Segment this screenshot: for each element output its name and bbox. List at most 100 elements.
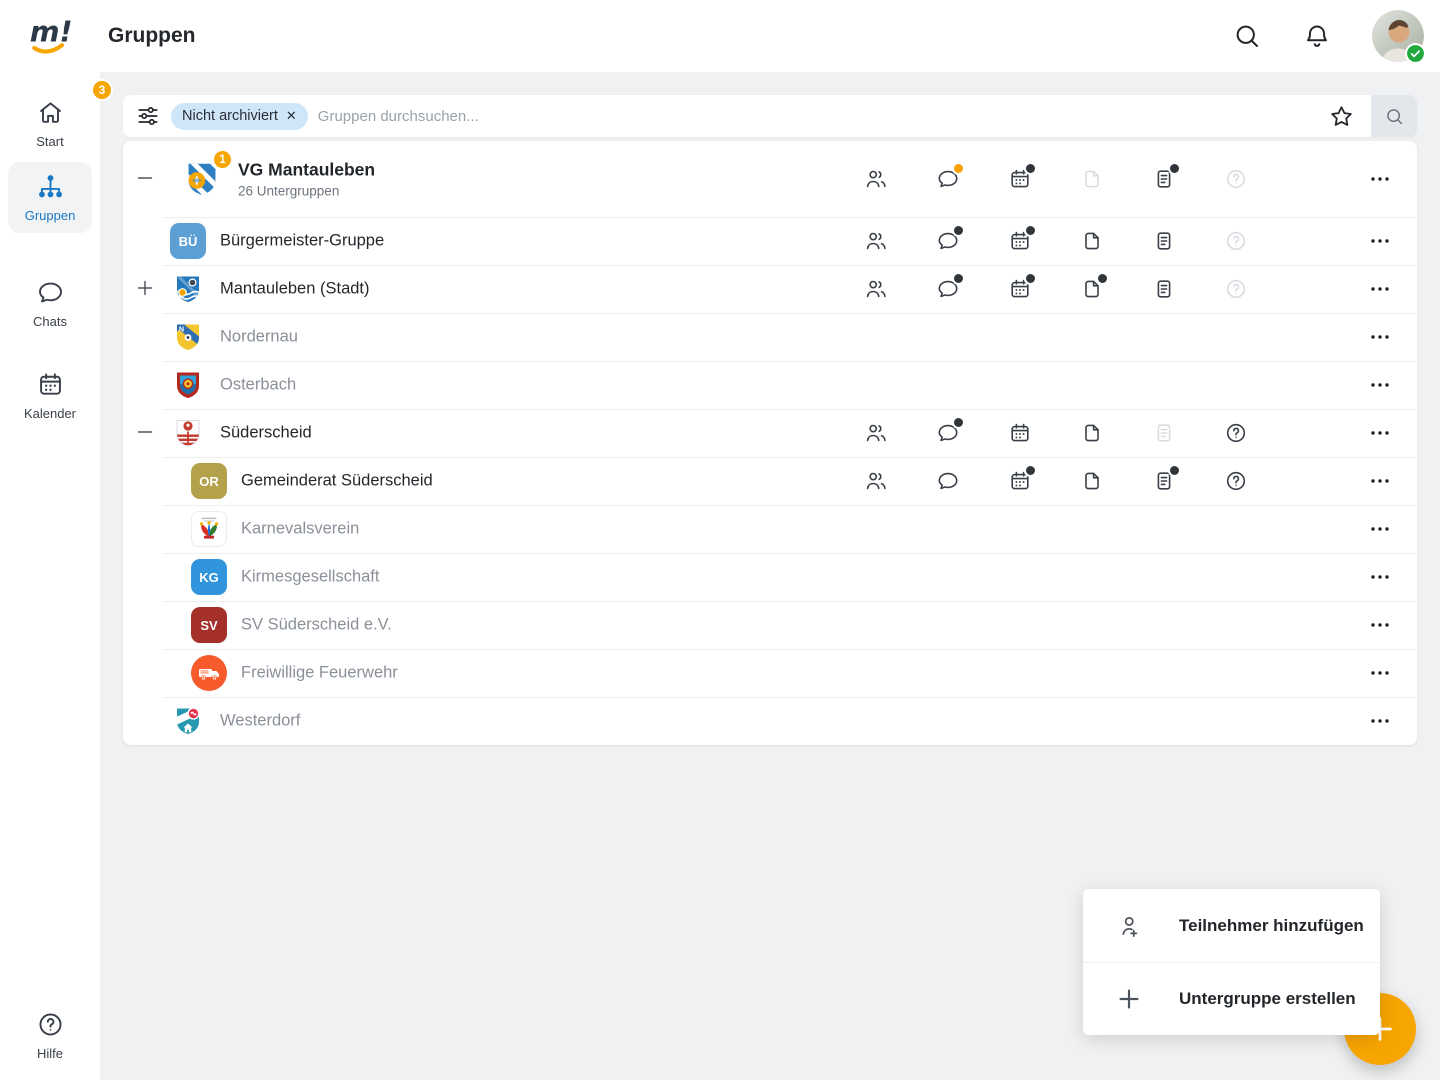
group-row[interactable]: OR Gemeinderat Süderscheid [123, 457, 1417, 505]
chat-icon[interactable] [936, 274, 963, 301]
group-name: SV Süderscheid e.V. [241, 615, 392, 634]
sidebar-item-hilfe[interactable]: Hilfe [0, 1000, 100, 1071]
group-row[interactable]: Karnevalsverein [123, 505, 1417, 553]
notification-dot [954, 164, 963, 173]
chat-icon[interactable] [936, 418, 963, 445]
group-row[interactable]: BÜ Bürgermeister-Gruppe [123, 217, 1417, 265]
notification-dot [1026, 274, 1035, 283]
online-status-icon [1405, 43, 1426, 64]
members-icon[interactable] [864, 421, 888, 445]
plus-icon [1116, 986, 1142, 1012]
files-icon[interactable] [1080, 229, 1104, 253]
notes-icon[interactable] [1152, 164, 1179, 191]
files-icon[interactable] [1080, 421, 1104, 445]
filter-sliders-icon[interactable] [135, 103, 161, 129]
chat-icon[interactable] [936, 226, 963, 253]
group-row[interactable]: KG Kirmesgesellschaft [123, 553, 1417, 601]
help-icon[interactable] [1224, 167, 1248, 191]
group-avatar: BÜ [170, 223, 206, 259]
calendar-icon[interactable] [1008, 226, 1035, 253]
more-options-icon[interactable] [1368, 373, 1392, 397]
create-subgroup-menu-item[interactable]: Untergruppe erstellen [1083, 962, 1380, 1035]
more-options-icon[interactable] [1368, 325, 1392, 349]
more-options-icon[interactable] [1368, 517, 1392, 541]
collapse-toggle-icon[interactable] [132, 420, 158, 446]
group-crest [191, 511, 227, 547]
group-crest [170, 415, 206, 451]
group-row[interactable]: Mantauleben (Stadt) [123, 265, 1417, 313]
expand-toggle-icon[interactable] [132, 276, 158, 302]
help-icon[interactable] [1224, 469, 1248, 493]
more-options-icon[interactable] [1368, 167, 1392, 191]
group-crest: N [170, 319, 206, 355]
group-crest: 1 [180, 149, 233, 201]
group-row[interactable]: N Nordernau [123, 313, 1417, 361]
files-icon[interactable] [1080, 469, 1104, 493]
help-icon[interactable] [1224, 421, 1248, 445]
files-icon[interactable] [1080, 274, 1107, 301]
notification-dot [1170, 164, 1179, 173]
group-actions [864, 418, 1248, 445]
bell-icon[interactable] [1302, 21, 1332, 51]
filter-chip[interactable]: Nicht archiviert ✕ [171, 102, 308, 130]
star-favorite-icon[interactable] [1328, 103, 1355, 130]
sidebar-item-gruppen[interactable]: Gruppen [8, 162, 92, 233]
notes-icon[interactable] [1152, 421, 1176, 445]
group-name: VG Mantauleben [238, 159, 376, 180]
more-options-icon[interactable] [1368, 661, 1392, 685]
group-row[interactable]: SV SV Süderscheid e.V. [123, 601, 1417, 649]
group-row[interactable]: Osterbach [123, 361, 1417, 409]
group-name: Karnevalsverein [241, 519, 360, 538]
more-options-icon[interactable] [1368, 469, 1392, 493]
help-icon[interactable] [1224, 229, 1248, 253]
files-icon[interactable] [1080, 167, 1104, 191]
members-icon[interactable] [864, 167, 888, 191]
group-row[interactable]: Freiwillige Feuerwehr [123, 649, 1417, 697]
group-name: Westerdorf [220, 711, 301, 730]
page-title: Gruppen [108, 24, 196, 47]
more-options-icon[interactable] [1368, 565, 1392, 589]
group-row[interactable]: Westerdorf [123, 697, 1417, 745]
more-options-icon[interactable] [1368, 277, 1392, 301]
group-name: Freiwillige Feuerwehr [241, 663, 398, 682]
add-participant-menu-item[interactable]: Teilnehmer hinzufügen [1083, 889, 1380, 962]
more-options-icon[interactable] [1368, 421, 1392, 445]
notes-icon[interactable] [1152, 466, 1179, 493]
group-list: 1 VG Mantauleben 26 Untergruppen BÜ Bürgerme… [123, 141, 1417, 745]
calendar-icon[interactable] [1008, 164, 1035, 191]
logo-text: m! [30, 15, 73, 49]
search-icon[interactable] [1232, 21, 1262, 51]
group-avatar: OR [191, 463, 227, 499]
collapse-toggle-icon[interactable] [132, 166, 158, 192]
notes-icon[interactable] [1152, 229, 1176, 253]
start-badge: 3 [91, 79, 113, 101]
notification-dot [1026, 226, 1035, 235]
more-options-icon[interactable] [1368, 709, 1392, 733]
calendar-icon[interactable] [1008, 421, 1032, 445]
sidebar-item-kalender[interactable]: Kalender [0, 360, 100, 431]
notification-dot [1170, 466, 1179, 475]
members-icon[interactable] [864, 277, 888, 301]
help-icon[interactable] [1224, 277, 1248, 301]
group-name: Osterbach [220, 375, 297, 394]
group-crest [170, 703, 206, 739]
calendar-icon[interactable] [1008, 274, 1035, 301]
sidebar-item-start[interactable]: 3 Start [0, 79, 113, 159]
chat-icon[interactable] [936, 469, 960, 493]
group-row[interactable]: 1 VG Mantauleben 26 Untergruppen [123, 141, 1417, 217]
group-row[interactable]: Süderscheid [123, 409, 1417, 457]
search-submit-button[interactable] [1371, 95, 1417, 137]
members-icon[interactable] [864, 469, 888, 493]
chat-icon[interactable] [936, 164, 963, 191]
more-options-icon[interactable] [1368, 229, 1392, 253]
group-avatar: SV [191, 607, 227, 643]
group-crest [170, 271, 206, 307]
search-input[interactable] [317, 107, 1328, 125]
sidebar-item-chats[interactable]: Chats [0, 268, 100, 339]
more-options-icon[interactable] [1368, 613, 1392, 637]
calendar-icon[interactable] [1008, 466, 1035, 493]
user-avatar[interactable] [1372, 10, 1426, 64]
members-icon[interactable] [864, 229, 888, 253]
notes-icon[interactable] [1152, 277, 1176, 301]
chip-remove-icon[interactable]: ✕ [285, 108, 297, 123]
